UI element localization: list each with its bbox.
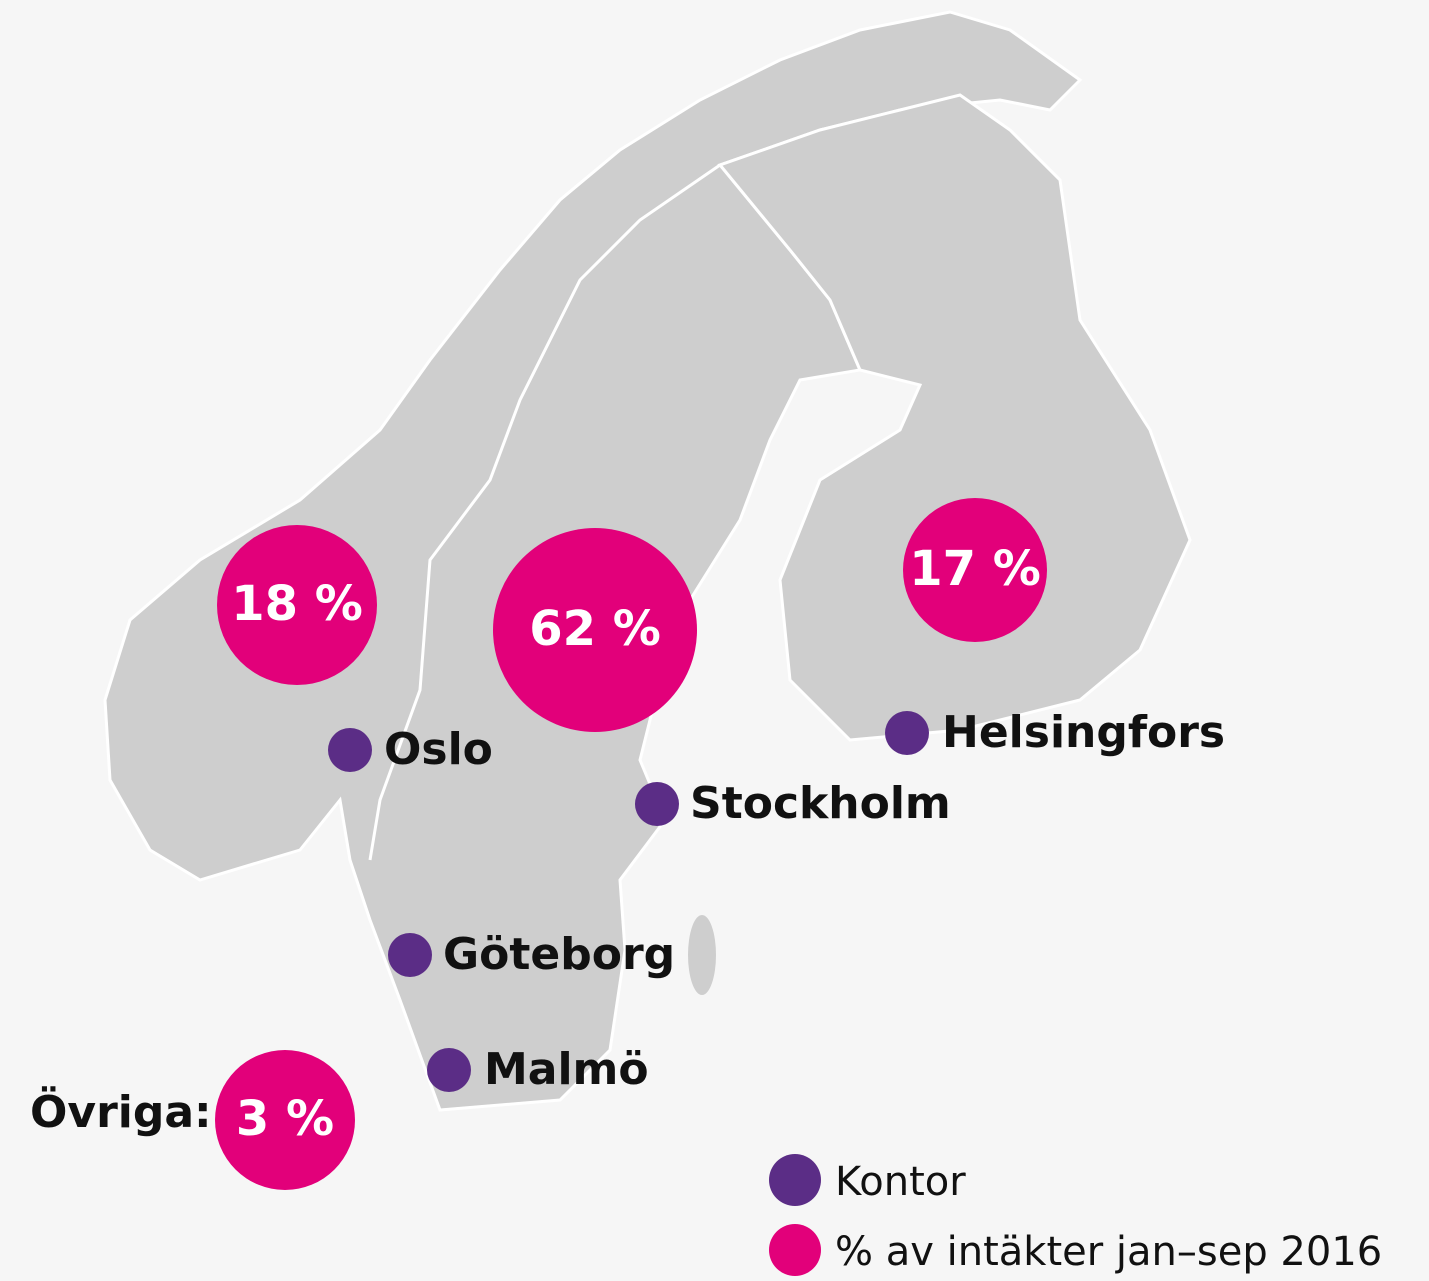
city-label: Oslo [384, 724, 493, 775]
revenue-bubble [493, 528, 697, 732]
revenue-label: 62 % [529, 601, 661, 657]
office-dot [885, 711, 929, 755]
city-label: Stockholm [690, 778, 951, 829]
legend-label: Kontor [835, 1159, 966, 1205]
city-label: Helsingfors [942, 707, 1225, 758]
legend-label: % av intäkter jan–sep 2016 [835, 1229, 1382, 1275]
office-dot [427, 1048, 471, 1092]
revenue-bubble [903, 498, 1047, 642]
other-label: Övriga: [30, 1085, 212, 1138]
office-dot [635, 782, 679, 826]
city-label: Göteborg [443, 929, 675, 980]
office-dot [388, 933, 432, 977]
legend-swatch [769, 1154, 821, 1206]
finland-land [717, 93, 1192, 742]
revenue-label: 3 % [236, 1091, 334, 1147]
gotland [688, 915, 716, 995]
legend-swatch [769, 1224, 821, 1276]
revenue-label: 18 % [231, 576, 363, 632]
revenue-bubble [215, 1050, 355, 1190]
city-label: Malmö [484, 1044, 649, 1095]
norway-sweden-border [368, 163, 721, 861]
revenue-label: 17 % [909, 541, 1041, 597]
revenue-bubble [217, 525, 377, 685]
office-dot [328, 728, 372, 772]
